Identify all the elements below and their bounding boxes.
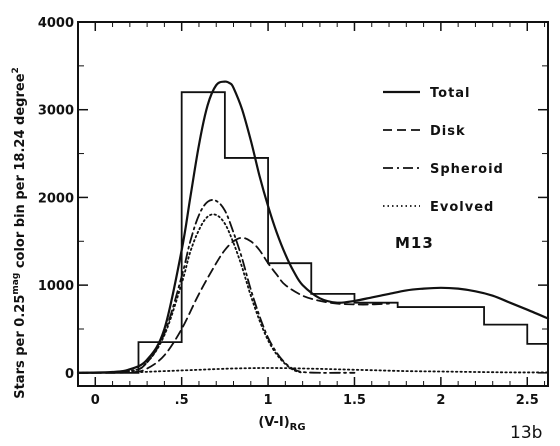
histogram: [78, 91, 548, 374]
y-axis-title-superscript-2: 2: [11, 67, 21, 73]
series-line-baseline: [77, 367, 549, 374]
series-line-disk: [77, 236, 390, 374]
plot-frame: [77, 21, 549, 387]
axis-ticks: 0 .5 1 1.5 2 2.5 0 1000 2000 3000 4000: [38, 16, 548, 408]
x-axis-title-main: (V-I): [258, 415, 289, 430]
y-tick-label: 1000: [38, 279, 74, 294]
legend-label-total: Total: [430, 86, 471, 101]
y-axis-title-superscript-1: mag: [11, 273, 21, 295]
histogram-steps: [78, 91, 548, 374]
y-axis-title: Stars per 0.25mag color bin per 18.24 de…: [11, 67, 28, 399]
x-tick-label: 2.5: [516, 393, 539, 408]
legend-label-disk: Disk: [430, 124, 466, 139]
y-tick-label: 3000: [38, 104, 74, 119]
x-axis-title-subscript: RG: [290, 422, 306, 433]
y-axis-title-part-2: color bin per 18.24 degree: [13, 73, 28, 272]
y-tick-label: 2000: [38, 191, 74, 206]
x-axis-title: (V-I)RG: [258, 415, 305, 433]
panel-label: 13b: [510, 423, 542, 443]
legend-label-spheroid: Spheroid: [430, 162, 504, 177]
series-line-total: [76, 80, 550, 374]
series-line-spheroid: [77, 199, 356, 374]
curves: [76, 80, 550, 374]
x-tick-label: 1.5: [343, 393, 366, 408]
y-axis-title-part-1: Stars per 0.25: [13, 295, 28, 399]
y-tick-label: 4000: [38, 16, 74, 31]
legend-label-evolved: Evolved: [430, 200, 494, 215]
cluster-label: M13: [395, 234, 434, 252]
x-tick-label: 2: [436, 393, 445, 408]
x-tick-label: 0: [91, 393, 100, 408]
series-line-evolved: [77, 213, 304, 374]
y-tick-label: 0: [65, 367, 74, 382]
plot-border: [77, 21, 549, 387]
x-tick-label: 1: [264, 393, 273, 408]
x-tick-label: .5: [175, 393, 189, 408]
legend: Total Disk Spheroid Evolved: [383, 86, 504, 215]
